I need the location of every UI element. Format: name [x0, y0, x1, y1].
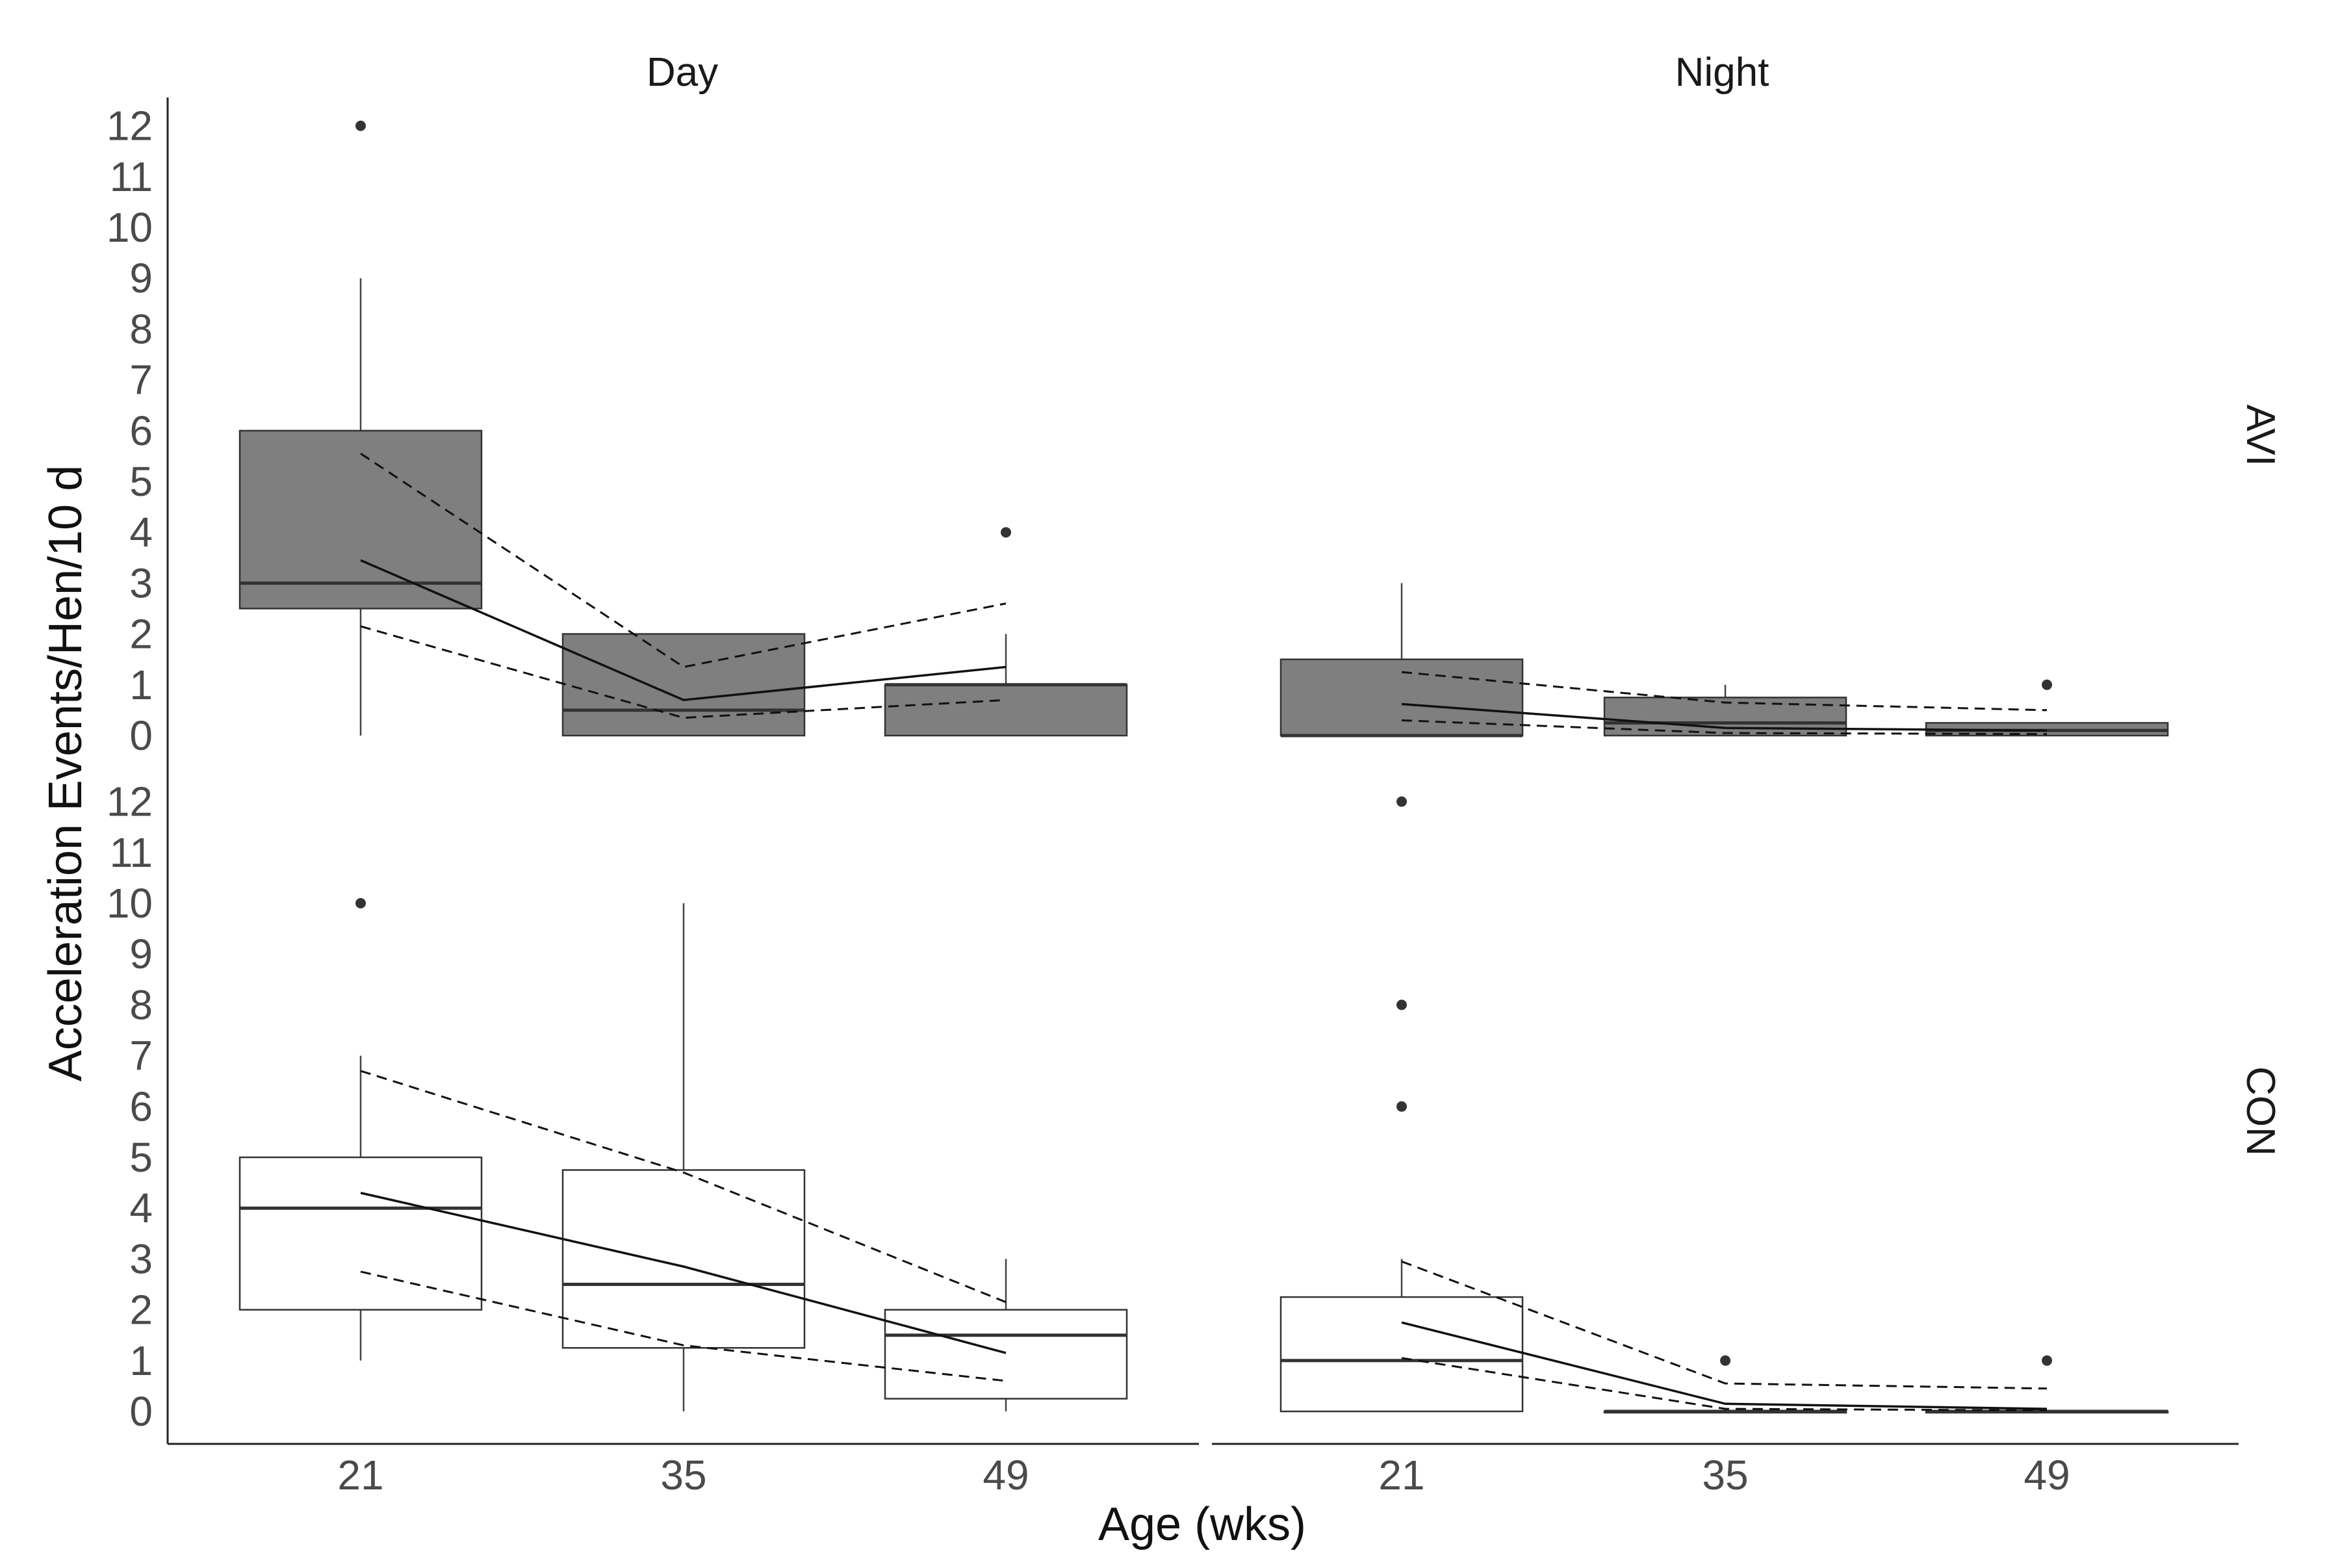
y-tick-label-con: 8: [129, 981, 153, 1028]
x-tick-label-night: 21: [1378, 1452, 1424, 1498]
outlier-point: [1396, 1101, 1407, 1112]
fit-line: [360, 559, 1007, 702]
y-tick-label-con: 11: [110, 829, 153, 876]
fit-line: [360, 1192, 1007, 1354]
y-tick-label-avi: 5: [129, 458, 153, 505]
y-tick-label-avi: 1: [129, 662, 153, 708]
fit-line: [1401, 702, 2048, 732]
ci-lower-line: [1401, 719, 2048, 736]
y-tick-label-avi: 11: [110, 153, 153, 200]
y-tick-label-avi: 7: [129, 357, 153, 404]
outlier-point: [1396, 999, 1407, 1010]
fit-line: [1401, 1321, 2048, 1410]
ci-lower-line: [1401, 1357, 2048, 1411]
strip-label-con: CON: [2238, 1066, 2283, 1156]
outlier-point: [2042, 679, 2052, 690]
y-tick-label-avi: 10: [107, 204, 153, 251]
y-tick-label-avi: 3: [129, 559, 153, 606]
labels-layer: Day Night AVI CON Age (wks) Acceleration…: [40, 50, 2283, 1550]
y-axis-title: Acceleration Events/Hen/10 d: [40, 465, 92, 1082]
box-49: [884, 684, 1128, 737]
y-tick-label-con: 4: [129, 1185, 153, 1231]
y-tick-label-avi: 9: [129, 255, 153, 302]
y-tick-label-avi: 8: [129, 305, 153, 352]
y-tick-label-avi: 4: [129, 509, 153, 556]
ci-upper-line: [1401, 1260, 2048, 1390]
y-tick-label-con: 2: [129, 1287, 153, 1333]
outlier-point: [355, 898, 366, 908]
ci-upper-line: [1401, 671, 2048, 712]
box-21: [238, 430, 483, 610]
y-tick-label-con: 12: [107, 778, 153, 825]
outlier-point: [1396, 796, 1407, 807]
y-tick-label-avi: 12: [107, 103, 153, 149]
x-axis-title: Age (wks): [1098, 1498, 1306, 1550]
ci-lower-line: [360, 625, 1007, 719]
outlier-point: [1720, 1355, 1730, 1366]
panel-con-day: [238, 898, 1128, 1411]
x-tick-label-night: 35: [1702, 1452, 1748, 1498]
panel-avi-night: [1279, 583, 2169, 738]
x-tick-label-night: 49: [2024, 1452, 2070, 1498]
y-tick-label-con: 3: [129, 1235, 153, 1282]
strip-label-avi: AVI: [2238, 404, 2283, 466]
ci-lower-line: [360, 1270, 1007, 1382]
y-tick-label-con: 7: [129, 1033, 153, 1079]
outlier-point: [2042, 1355, 2052, 1366]
y-tick-label-con: 0: [129, 1388, 153, 1435]
strip-label-night: Night: [1675, 50, 1769, 95]
panels-layer: [238, 120, 2169, 1414]
box-35: [561, 633, 806, 737]
y-tick-label-con: 1: [129, 1337, 153, 1384]
box-35: [561, 1169, 806, 1349]
y-tick-label-avi: 6: [129, 407, 153, 454]
y-tick-label-avi: 2: [129, 611, 153, 658]
y-tick-label-con: 9: [129, 931, 153, 977]
x-tick-label-day: 35: [660, 1452, 706, 1498]
ci-upper-line: [360, 1070, 1007, 1304]
box-21: [238, 1156, 483, 1311]
panel-con-night: [1279, 796, 2169, 1414]
x-tick-label-day: 49: [983, 1452, 1029, 1498]
outlier-point: [355, 120, 366, 131]
y-tick-label-con: 6: [129, 1083, 153, 1130]
strip-label-day: Day: [647, 50, 718, 95]
panel-avi-day: [238, 120, 1128, 737]
y-tick-label-avi: 0: [129, 712, 153, 759]
box-49: [884, 1309, 1128, 1400]
box-21: [1279, 1296, 1524, 1413]
y-tick-label-con: 10: [107, 880, 153, 927]
x-tick-label-day: 21: [337, 1452, 383, 1498]
outlier-point: [1001, 527, 1011, 538]
y-tick-label-con: 5: [129, 1134, 153, 1181]
